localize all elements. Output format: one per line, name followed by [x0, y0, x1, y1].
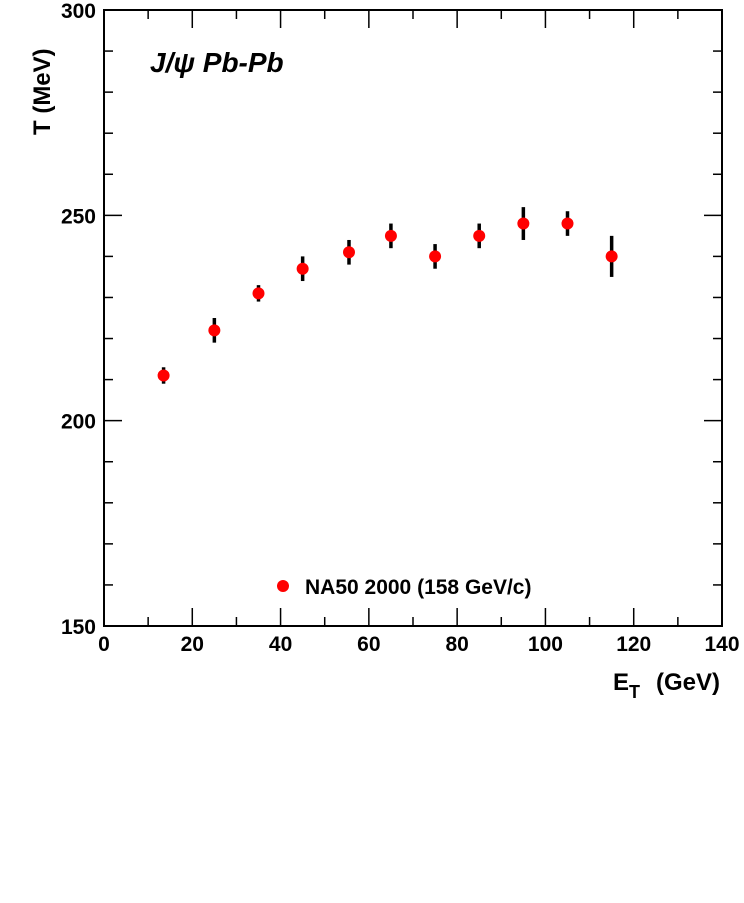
data-point	[605, 250, 618, 263]
legend: NA50 2000 (158 GeV/c)	[277, 576, 531, 599]
x-tick-label: 100	[528, 633, 563, 656]
y-tick-label: 200	[61, 411, 96, 434]
data-point	[429, 250, 442, 263]
y-tick-label: 150	[61, 616, 96, 639]
data-point	[296, 262, 309, 275]
x-axis-title: ET (GeV)	[613, 669, 720, 702]
x-tick-label: 0	[98, 633, 110, 656]
data-point	[157, 369, 170, 382]
data-points	[157, 217, 618, 382]
x-axis-title-main: E	[613, 669, 629, 696]
data-point	[517, 217, 530, 230]
x-tick-label: 140	[704, 633, 739, 656]
x-tick-label: 60	[357, 633, 380, 656]
plot-frame	[103, 9, 723, 627]
y-axis-title: T (MeV)	[29, 48, 56, 135]
y-tick-label: 300	[61, 0, 96, 23]
data-point	[342, 246, 355, 259]
x-tick-label: 40	[269, 633, 292, 656]
data-point	[252, 287, 265, 300]
data-point	[384, 229, 397, 242]
data-point	[561, 217, 574, 230]
y-axis-tick-labels: 150 200 250 300	[61, 0, 96, 639]
x-axis-ticks	[103, 10, 723, 626]
x-tick-label: 80	[445, 633, 468, 656]
data-point	[208, 324, 221, 337]
legend-marker	[277, 580, 289, 592]
x-axis-title-subscript: T	[629, 682, 640, 702]
x-axis-tick-labels: 0 20 40 60 80 100 120 140	[98, 633, 739, 656]
chart-annotation: J/ψ Pb-Pb	[150, 47, 284, 78]
y-tick-label: 250	[61, 205, 96, 228]
x-axis-title-unit: (GeV)	[656, 669, 720, 696]
data-point	[473, 229, 486, 242]
legend-entry: NA50 2000 (158 GeV/c)	[305, 576, 531, 599]
x-tick-label: 20	[181, 633, 204, 656]
y-axis-ticks	[104, 9, 722, 627]
x-tick-label: 120	[616, 633, 651, 656]
